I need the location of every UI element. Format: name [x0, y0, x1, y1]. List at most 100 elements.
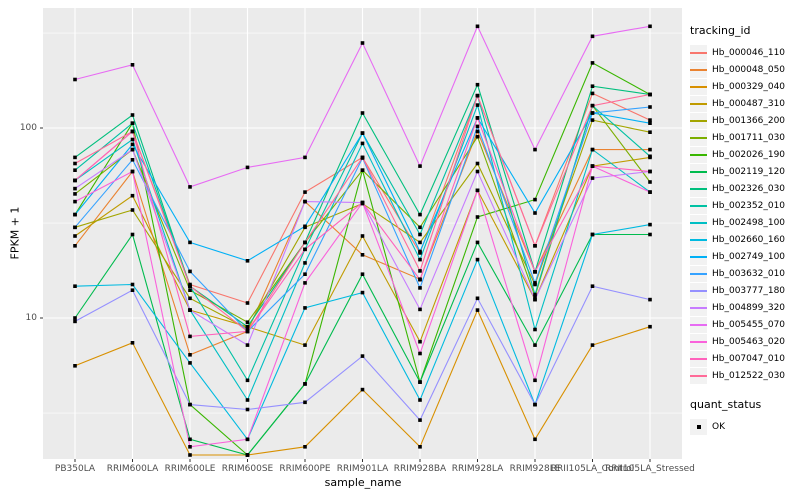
x-tick-label: RRIM600LA: [106, 464, 159, 474]
data-point: [360, 168, 365, 172]
legend-item-label: Hb_000048_050: [712, 64, 786, 75]
line-swatch-icon: [690, 323, 707, 326]
data-point: [73, 225, 77, 230]
data-point: [475, 82, 480, 87]
data-point: [73, 178, 77, 183]
data-point: [360, 234, 365, 238]
legend-item: Hb_000048_050: [690, 61, 785, 78]
data-point: [188, 284, 192, 288]
legend-item-label: Hb_000487_310: [712, 98, 786, 109]
legend-item-ok: OK: [690, 418, 785, 435]
legend-title-tracking-id: tracking_id: [690, 24, 751, 37]
legend-item-label: Hb_007047_010: [712, 353, 786, 364]
line-swatch-icon: [690, 68, 707, 71]
data-point: [360, 253, 365, 257]
line-swatch-icon: [690, 340, 707, 343]
line-swatch-icon: [690, 374, 707, 377]
data-point: [360, 41, 365, 45]
data-point: [533, 437, 537, 442]
data-point: [590, 91, 595, 96]
data-point: [188, 437, 192, 442]
x-tick-label: RRIM600SE: [221, 464, 274, 474]
data-point: [130, 147, 135, 152]
legend-color-key: [690, 78, 707, 95]
tracking-id-legend-items: Hb_000046_110 Hb_000048_050 Hb_000329_040 H…: [690, 44, 785, 384]
data-point: [533, 292, 537, 297]
legend-color-key: [690, 197, 707, 214]
line-swatch-icon: [690, 136, 707, 139]
data-point: [418, 232, 422, 237]
legend-item-label: Hb_001366_200: [712, 115, 786, 126]
data-point: [533, 270, 537, 274]
legend-item-label: Hb_003777_180: [712, 285, 786, 296]
data-point: [418, 164, 422, 168]
data-point: [418, 380, 422, 384]
data-point: [418, 307, 422, 312]
data-point: [360, 131, 365, 135]
data-point: [360, 141, 365, 146]
legend-item-label: Hb_000046_110: [712, 47, 786, 58]
legend-color-key: [690, 214, 707, 231]
data-point: [130, 121, 135, 125]
legend-color-key: [690, 180, 707, 197]
data-point: [533, 211, 537, 215]
legend-color-key: [690, 146, 707, 163]
data-point: [648, 180, 652, 184]
data-point: [73, 319, 77, 324]
data-point: [475, 161, 480, 166]
data-point: [130, 113, 135, 117]
data-point: [533, 244, 537, 248]
data-point: [533, 327, 537, 332]
data-point: [648, 121, 652, 125]
legend-item: Hb_002498_100: [690, 214, 785, 231]
legend-item: Hb_002660_160: [690, 231, 785, 248]
data-point: [73, 155, 77, 160]
data-point: [245, 437, 250, 442]
x-tick-label: PB350LA: [54, 464, 96, 474]
data-point: [533, 402, 537, 407]
data-point: [648, 222, 652, 227]
data-point: [418, 418, 422, 422]
legend-color-key: [690, 282, 707, 299]
legend-item: Hb_004899_320: [690, 299, 785, 316]
data-point: [188, 402, 192, 407]
legend-item-label: Hb_000329_040: [712, 81, 786, 92]
data-point: [475, 93, 480, 98]
legend: tracking_id Hb_000046_110 Hb_000048_050 Hb…: [690, 24, 785, 435]
x-tick-label: RRIM928BA: [393, 464, 447, 474]
data-point: [73, 192, 77, 196]
data-point: [533, 378, 537, 383]
data-point: [245, 398, 250, 402]
data-point: [475, 24, 480, 29]
data-point: [418, 445, 422, 449]
data-point: [648, 232, 652, 237]
data-point: [475, 124, 480, 129]
line-swatch-icon: [690, 238, 707, 241]
y-tick-label: 100: [19, 123, 37, 133]
data-point: [418, 286, 422, 290]
legend-color-key: [690, 129, 707, 146]
data-point: [245, 259, 250, 263]
legend-color-key: [690, 61, 707, 78]
line-swatch-icon: [690, 51, 707, 54]
legend-item-label: Hb_003632_010: [712, 268, 786, 279]
data-point: [130, 63, 135, 67]
data-point: [303, 247, 307, 252]
data-point: [533, 343, 537, 347]
data-point: [73, 244, 77, 248]
data-point: [475, 134, 480, 139]
data-point: [475, 116, 480, 120]
legend-item-label: Hb_005463_020: [712, 336, 786, 347]
data-point: [418, 339, 422, 344]
data-point: [590, 284, 595, 288]
data-point: [418, 225, 422, 230]
data-point: [130, 142, 135, 147]
x-tick-label: RRII105LA_Control: [550, 464, 635, 474]
data-point: [360, 387, 365, 392]
data-point: [73, 186, 77, 191]
data-point: [648, 24, 652, 29]
data-point: [73, 199, 77, 204]
legend-item: Hb_003632_010: [690, 265, 785, 282]
quant-status-legend: quant_status OK: [690, 398, 785, 435]
